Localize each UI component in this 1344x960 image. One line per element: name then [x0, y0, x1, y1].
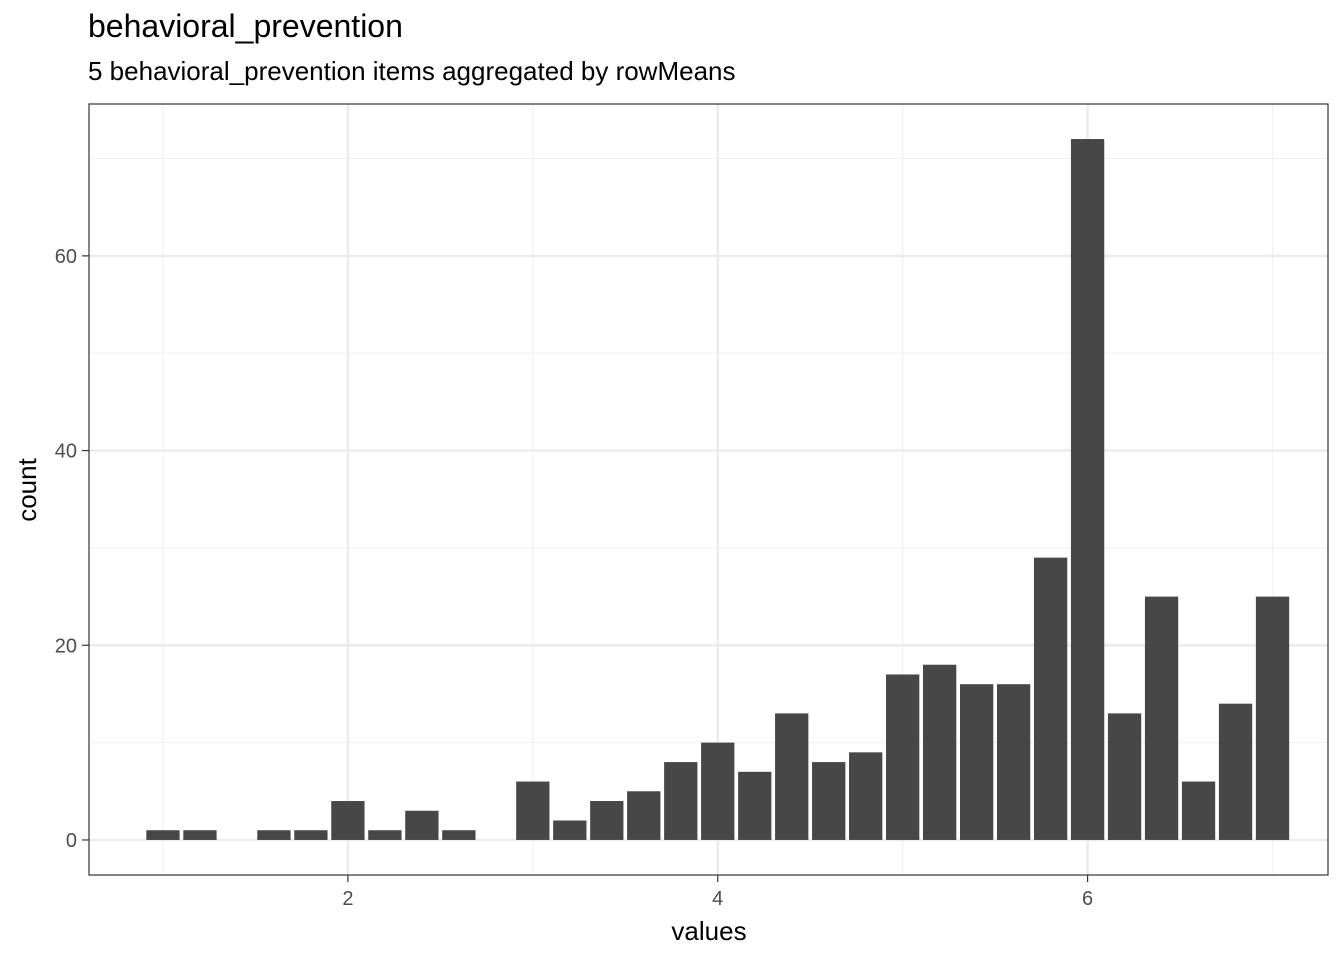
bars — [146, 139, 1290, 840]
bar — [294, 830, 328, 840]
bar — [701, 742, 735, 840]
bar — [1070, 139, 1105, 840]
bar — [775, 713, 809, 840]
bar — [516, 781, 550, 840]
bar — [886, 674, 920, 840]
bar — [1218, 703, 1253, 840]
bar — [442, 830, 476, 840]
y-axis-title: count — [12, 457, 42, 521]
x-tick-label: 4 — [712, 888, 723, 910]
bar — [183, 830, 217, 840]
bar — [812, 762, 846, 840]
bar — [146, 830, 180, 840]
x-tick-label: 6 — [1082, 888, 1093, 910]
y-tick-label: 0 — [66, 830, 77, 852]
bar — [368, 830, 402, 840]
y-tick-label: 20 — [55, 635, 77, 657]
bar — [923, 664, 957, 840]
bar — [1107, 713, 1142, 840]
bar — [849, 752, 883, 840]
bar — [959, 684, 994, 840]
bar — [996, 684, 1031, 840]
bar — [1144, 596, 1179, 840]
bar — [331, 801, 365, 840]
bar — [627, 791, 661, 840]
bar — [738, 771, 772, 840]
chart-subtitle: 5 behavioral_prevention items aggregated… — [88, 56, 736, 86]
bar — [257, 830, 291, 840]
y-axis: 0 20 40 60 — [55, 246, 89, 852]
y-tick-label: 60 — [55, 246, 77, 268]
panel-border — [88, 103, 1329, 876]
x-axis: 2 4 6 — [342, 875, 1093, 910]
bar — [1255, 596, 1290, 840]
bar — [590, 801, 624, 840]
bar — [664, 762, 698, 840]
y-tick-label: 40 — [55, 441, 77, 463]
chart-title: behavioral_prevention — [88, 8, 403, 44]
bar — [405, 810, 439, 840]
x-tick-label: 2 — [342, 888, 353, 910]
x-axis-title: values — [671, 916, 746, 946]
bar — [1033, 557, 1068, 840]
bar — [553, 820, 587, 840]
bar — [1181, 781, 1216, 840]
